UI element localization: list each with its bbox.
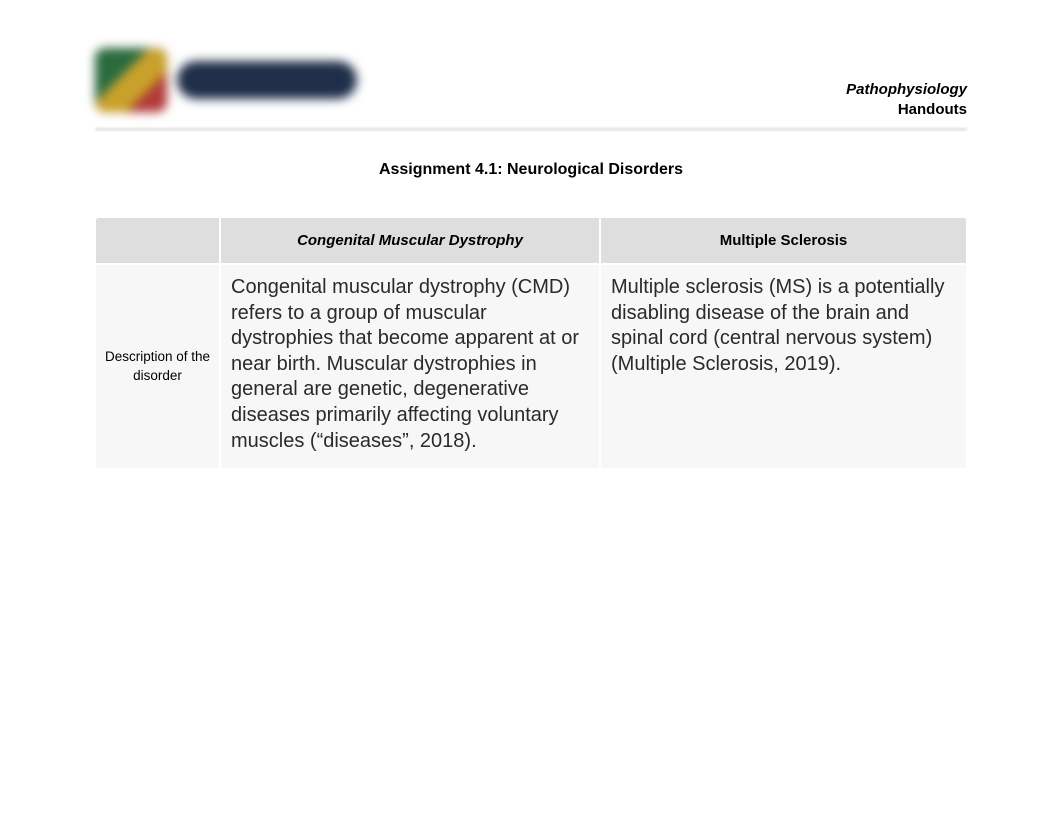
- cell-ms-description: Multiple sclerosis (MS) is a potentially…: [600, 264, 967, 469]
- row-label-description: Description of the disorder: [95, 264, 220, 469]
- institution-logo: [95, 40, 375, 120]
- assignment-title: Assignment 4.1: Neurological Disorders: [95, 161, 967, 179]
- cell-cmd-description: Congenital muscular dystrophy (CMD) refe…: [220, 264, 600, 469]
- table-row: Description of the disorder Congenital m…: [95, 264, 967, 469]
- divider: [95, 128, 967, 131]
- course-title: Pathophysiology: [846, 80, 967, 100]
- column-header-ms: Multiple Sclerosis: [600, 217, 967, 264]
- disorders-table: Congenital Muscular Dystrophy Multiple S…: [95, 217, 967, 469]
- course-subtitle: Handouts: [846, 100, 967, 120]
- column-header-cmd: Congenital Muscular Dystrophy: [220, 217, 600, 264]
- table-corner: [95, 217, 220, 264]
- course-header: Pathophysiology Handouts: [846, 80, 967, 121]
